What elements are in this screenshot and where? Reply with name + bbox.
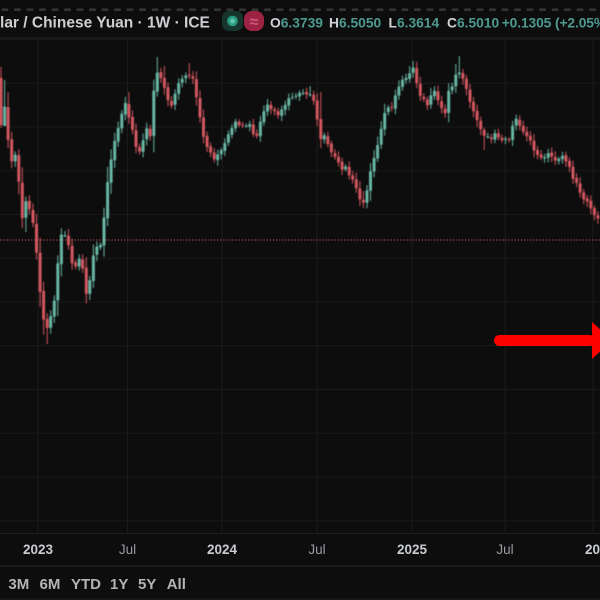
svg-text:5Y: 5Y xyxy=(138,576,156,593)
svg-text:2023: 2023 xyxy=(23,542,54,557)
svg-text:L6.3614: L6.3614 xyxy=(389,15,440,30)
svg-text:All: All xyxy=(167,576,186,593)
svg-text:O6.3739: O6.3739 xyxy=(270,15,323,30)
svg-text:+0.1305 (+2.05%): +0.1305 (+2.05%) xyxy=(502,15,600,30)
svg-text:2026: 2026 xyxy=(585,542,600,557)
svg-text:3M: 3M xyxy=(8,576,29,593)
svg-text:YTD: YTD xyxy=(71,576,101,593)
svg-text:2025: 2025 xyxy=(397,542,428,557)
svg-text:H6.5050: H6.5050 xyxy=(329,15,381,30)
svg-text:Jul: Jul xyxy=(308,542,325,557)
svg-text:C6.5010: C6.5010 xyxy=(447,15,499,30)
svg-text:1Y: 1Y xyxy=(110,576,128,593)
svg-text:≈: ≈ xyxy=(250,14,259,31)
svg-text:6M: 6M xyxy=(40,576,61,593)
svg-text:Jul: Jul xyxy=(119,542,136,557)
svg-text:US Dollar / Chinese Yuan · 1W: US Dollar / Chinese Yuan · 1W · ICE xyxy=(0,14,210,31)
svg-text:2024: 2024 xyxy=(207,542,238,557)
svg-text:Jul: Jul xyxy=(496,542,513,557)
